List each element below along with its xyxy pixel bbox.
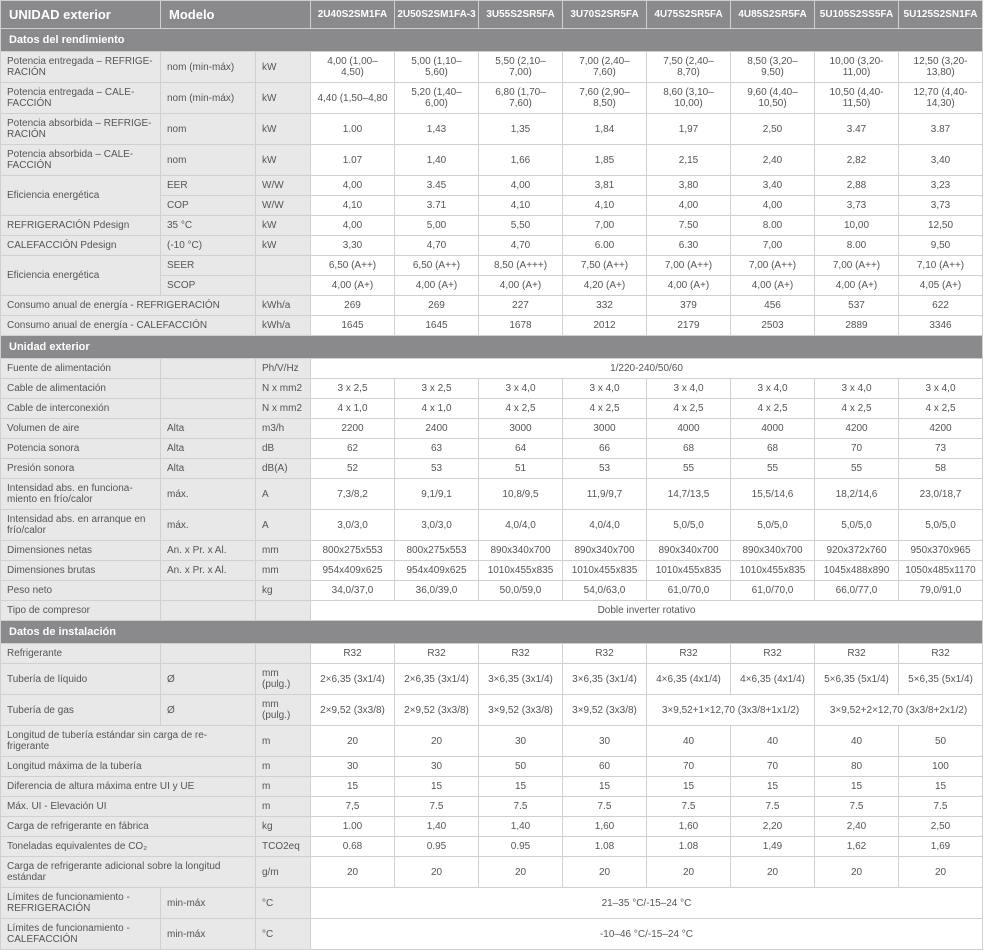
model-0: 2U40S2SM1FA [311, 1, 395, 29]
row-r7: CALEFACCIÓN Pdesign (-10 °C) kW 3,304,70… [1, 236, 983, 256]
row-r9: Consumo anual de energía - REFRIGERACIÓN… [1, 296, 983, 316]
row-r5a: Eficiencia energética EER W/W 4,003.454,… [1, 176, 983, 196]
row-r2: Potencia entregada – CALE-FACCIÓN nom (m… [1, 83, 983, 114]
row-r4: Potencia absorbida – CALE-FACCIÓN nom kW… [1, 145, 983, 176]
row-o10: Dimensiones brutas An. x Pr. x Al. mm 95… [1, 561, 983, 581]
row-i7: Máx. UI - Elevación UI m 7,57.57.57.57.5… [1, 797, 983, 817]
row-o12: Tipo de compresor Doble inverter rotativ… [1, 601, 983, 621]
row-o11: Peso neto kg 34,0/37,036,0/39,050,0/59,0… [1, 581, 983, 601]
row-i5: Longitud máxima de la tubería m 30305060… [1, 757, 983, 777]
row-i6: Diferencia de altura máxima entre UI y U… [1, 777, 983, 797]
row-o9: Dimensiones netas An. x Pr. x Al. mm 800… [1, 541, 983, 561]
spec-table: UNIDAD exterior Modelo 2U40S2SM1FA 2U50S… [0, 0, 983, 950]
header-row: UNIDAD exterior Modelo 2U40S2SM1FA 2U50S… [1, 1, 983, 29]
header-unit: UNIDAD exterior [1, 1, 161, 29]
row-o5: Potencia sonora Alta dB 6263646668687073 [1, 439, 983, 459]
model-4: 4U75S2SR5FA [647, 1, 731, 29]
model-3: 3U70S2SR5FA [563, 1, 647, 29]
row-i9: Toneladas equivalentes de CO₂ TCO2eq 0.6… [1, 837, 983, 857]
row-r8a: Eficiencia energética SEER 6,50 (A++)6,5… [1, 256, 983, 276]
section-install: Datos de instalación [1, 621, 983, 644]
model-1: 2U50S2SM1FA-3 [395, 1, 479, 29]
header-model: Modelo [161, 1, 311, 29]
section-perf: Datos del rendimiento [1, 29, 983, 52]
section-outdoor: Unidad exterior [1, 336, 983, 359]
model-7: 5U125S2SN1FA [899, 1, 983, 29]
row-r1: Potencia entregada – REFRIGE-RACIÓN nom … [1, 52, 983, 83]
row-o6: Presión sonora Alta dB(A) 52535153555555… [1, 459, 983, 479]
row-r3: Potencia absorbida – REFRIGE-RACIÓN nom … [1, 114, 983, 145]
row-o7: Intensidad abs. en funciona-miento en fr… [1, 479, 983, 510]
model-2: 3U55S2SR5FA [479, 1, 563, 29]
row-o1: Fuente de alimentación Ph/V/Hz 1/220-240… [1, 359, 983, 379]
model-6: 5U105S2SS5FA [815, 1, 899, 29]
row-o2: Cable de alimentación N x mm2 3 x 2,53 x… [1, 379, 983, 399]
row-o4: Volumen de aire Alta m3/h 22002400300030… [1, 419, 983, 439]
row-i8: Carga de refrigerante en fábrica kg 1.00… [1, 817, 983, 837]
row-i1: Refrigerante R32R32R32R32R32R32R32R32 [1, 644, 983, 664]
row-r10: Consumo anual de energía - CALEFACCIÓN k… [1, 316, 983, 336]
row-i3: Tubería de gas Ø mm (pulg.) 2×9,52 (3x3/… [1, 695, 983, 726]
row-i11: Límites de funcionamiento - REFRIGERACIÓ… [1, 888, 983, 919]
row-o8: Intensidad abs. en arranque en frío/calo… [1, 510, 983, 541]
row-r6: REFRIGERACIÓN Pdesign 35 °C kW 4,005,005… [1, 216, 983, 236]
row-o3: Cable de interconexión N x mm2 4 x 1,04 … [1, 399, 983, 419]
row-i2: Tubería de líquido Ø mm (pulg.) 2×6,35 (… [1, 664, 983, 695]
row-i4: Longitud de tubería estándar sin carga d… [1, 726, 983, 757]
row-i10: Carga de refrigerante adicional sobre la… [1, 857, 983, 888]
model-5: 4U85S2SR5FA [731, 1, 815, 29]
row-i12: Límites de funcionamiento - CALEFACCIÓN … [1, 919, 983, 950]
